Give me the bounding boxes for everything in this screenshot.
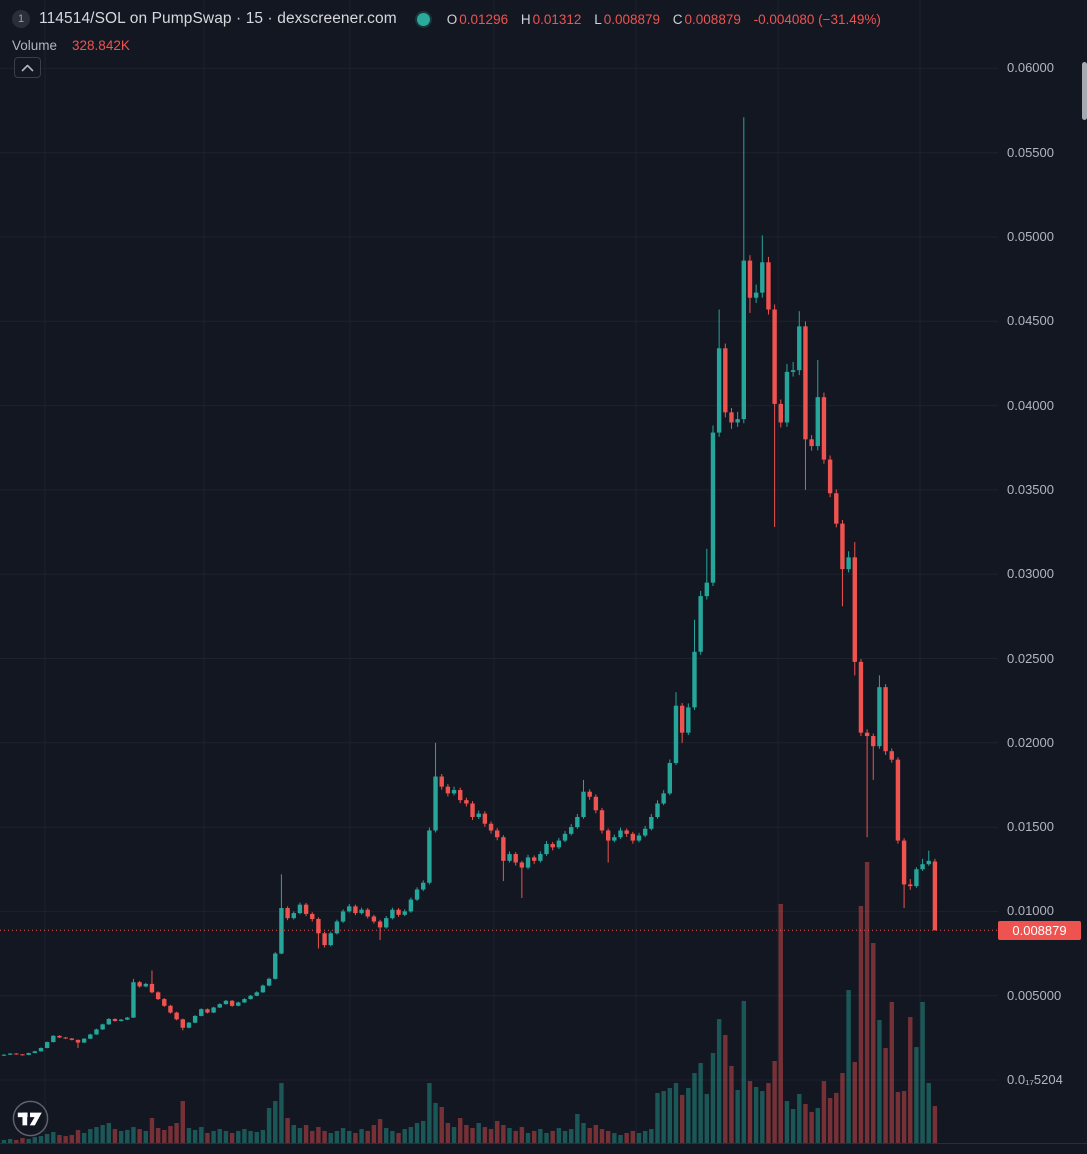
high-value: 0.01312	[532, 11, 582, 27]
tradingview-logo-icon[interactable]	[9, 1097, 52, 1140]
price-tick-label: 0.04500	[1007, 313, 1054, 329]
market-status-dot-icon	[416, 12, 430, 26]
price-tick-label: 0.005000	[1007, 987, 1062, 1003]
last-price-text: 0.008879	[1012, 922, 1067, 938]
symbol-title[interactable]: 114514/SOL on PumpSwap · 15 · dexscreene…	[39, 10, 397, 27]
price-tick-label: 0.05500	[1007, 144, 1054, 160]
price-tick-label: 0.02000	[1007, 734, 1054, 750]
price-tick-label: 0.03000	[1007, 566, 1054, 582]
price-tick-label: 0.04000	[1007, 397, 1054, 413]
last-price-badge: 0.008879	[998, 920, 1081, 940]
price-tick-label: 0.0₁₇5204	[1007, 1072, 1063, 1087]
price-tick-label: 0.03500	[1007, 481, 1054, 497]
volume-row: Volume 328.842K	[12, 36, 130, 54]
price-tick-label: 0.01000	[1007, 903, 1054, 919]
low-label: L	[594, 11, 602, 27]
volume-value: 328.842K	[72, 37, 130, 53]
price-tick-label: 0.06000	[1007, 60, 1054, 76]
price-tick-label: 0.05000	[1007, 229, 1054, 244]
close-value: 0.008879	[684, 11, 741, 27]
price-tick-label: 0.01500	[1007, 819, 1054, 835]
price-axis[interactable]: 0.06000 0.05500 0.05000 0.04500 0.04000 0.035…	[1000, 0, 1087, 1154]
high-label: H	[520, 11, 531, 27]
source-count-badge: 1	[12, 10, 30, 28]
open-label: O	[446, 11, 458, 27]
scrollbar-thumb[interactable]	[1082, 62, 1087, 120]
chevron-up-icon	[21, 64, 34, 71]
price-tick-label: 0.02500	[1007, 650, 1054, 666]
close-label: C	[672, 11, 683, 27]
low-value: 0.008879	[603, 11, 661, 27]
volume-label: Volume	[12, 37, 58, 53]
open-value: 0.01296	[459, 11, 509, 27]
collapse-legend-button[interactable]	[14, 57, 41, 78]
ohlc-values: O 0.01296 H 0.01312 L 0.008879 C 0.008879 -0…	[447, 12, 881, 27]
legend: 1 114514/SOL on PumpSwap · 15 · dexscree…	[12, 8, 881, 30]
change-value: -0.004080 (−31.49%)	[753, 11, 881, 27]
